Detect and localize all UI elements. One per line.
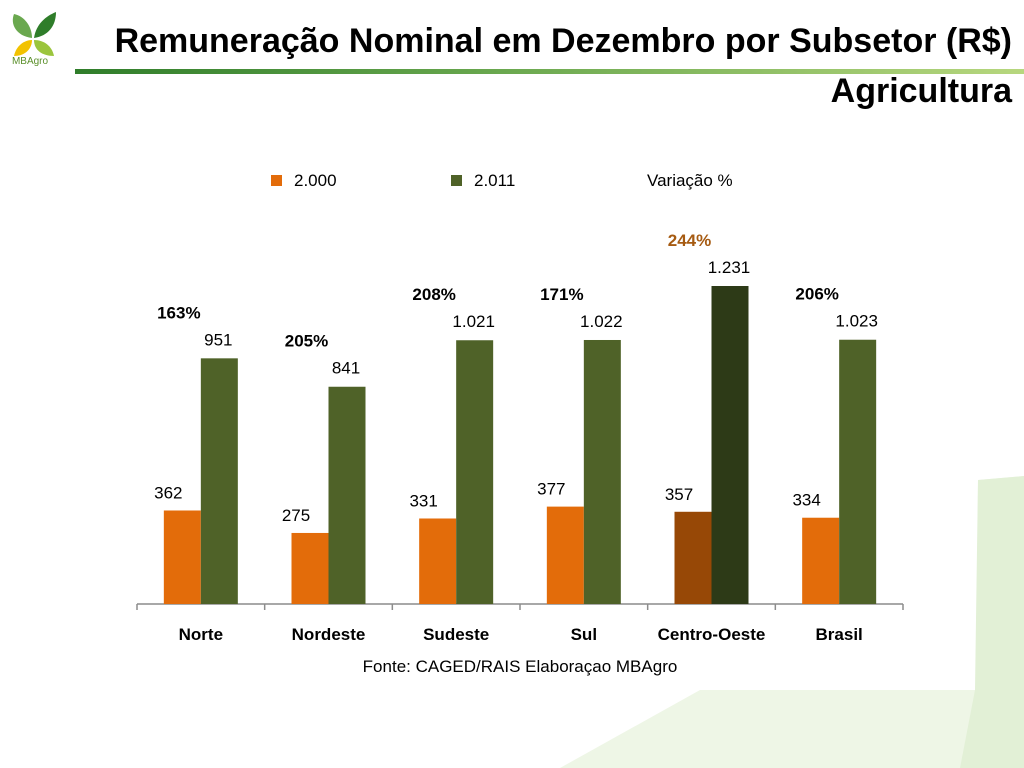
bar-2011-brasil <box>839 339 877 604</box>
legend-label-2000: 2.000 <box>294 171 337 190</box>
bar-2011-norte <box>200 358 238 604</box>
data-label-2000: 331 <box>409 491 437 510</box>
bar-2011-centro-oeste <box>711 286 749 604</box>
data-label-2011: 1.021 <box>452 312 495 331</box>
x-tick-label: Nordeste <box>292 625 366 644</box>
data-label-2011: 1.231 <box>708 258 751 277</box>
x-tick-label: Centro-Oeste <box>658 625 766 644</box>
variation-label: 208% <box>412 285 455 304</box>
legend-swatch-2000 <box>271 175 282 186</box>
bar-2000-norte <box>163 510 201 604</box>
bar-2000-sudeste <box>419 518 457 604</box>
variation-label: 205% <box>285 332 328 351</box>
variation-label: 163% <box>157 303 200 322</box>
source-note: Fonte: CAGED/RAIS Elaboraçao MBAgro <box>363 657 678 676</box>
x-tick-label: Brasil <box>816 625 863 644</box>
bar-2000-nordeste <box>291 532 329 604</box>
x-tick-label: Norte <box>179 625 223 644</box>
bar-2011-nordeste <box>328 386 366 604</box>
x-tick-label: Sudeste <box>423 625 489 644</box>
page-title: Remuneração Nominal em Dezembro por Subs… <box>114 22 1012 60</box>
legend-label-variacao: Variação % <box>647 171 733 190</box>
x-tick-label: Sul <box>571 625 597 644</box>
data-label-2000: 357 <box>665 485 693 504</box>
variation-label: 206% <box>795 285 838 304</box>
variation-label: 171% <box>540 285 583 304</box>
data-label-2000: 362 <box>154 483 182 502</box>
data-label-2011: 951 <box>204 330 232 349</box>
title-divider <box>75 69 1024 74</box>
data-label-2000: 377 <box>537 480 565 499</box>
legend-label-2011: 2.011 <box>474 171 515 190</box>
bar-2000-centro-oeste <box>674 511 712 604</box>
bar-2000-sul <box>546 506 584 604</box>
page-subtitle: Agricultura <box>830 72 1012 110</box>
bar-2011-sudeste <box>456 340 494 604</box>
data-label-2011: 1.023 <box>835 312 878 331</box>
data-label-2000: 334 <box>792 491 820 510</box>
data-label-2000: 275 <box>282 506 310 525</box>
variation-label: 244% <box>668 231 711 250</box>
bar-2011-sul <box>583 339 621 604</box>
logo-text: MBAgro <box>11 56 49 67</box>
data-label-2011: 1.022 <box>580 312 623 331</box>
data-label-2011: 841 <box>332 359 360 378</box>
mbagro-logo-icon <box>12 12 56 56</box>
legend-swatch-2011 <box>451 175 462 186</box>
bar-2000-brasil <box>802 517 840 604</box>
